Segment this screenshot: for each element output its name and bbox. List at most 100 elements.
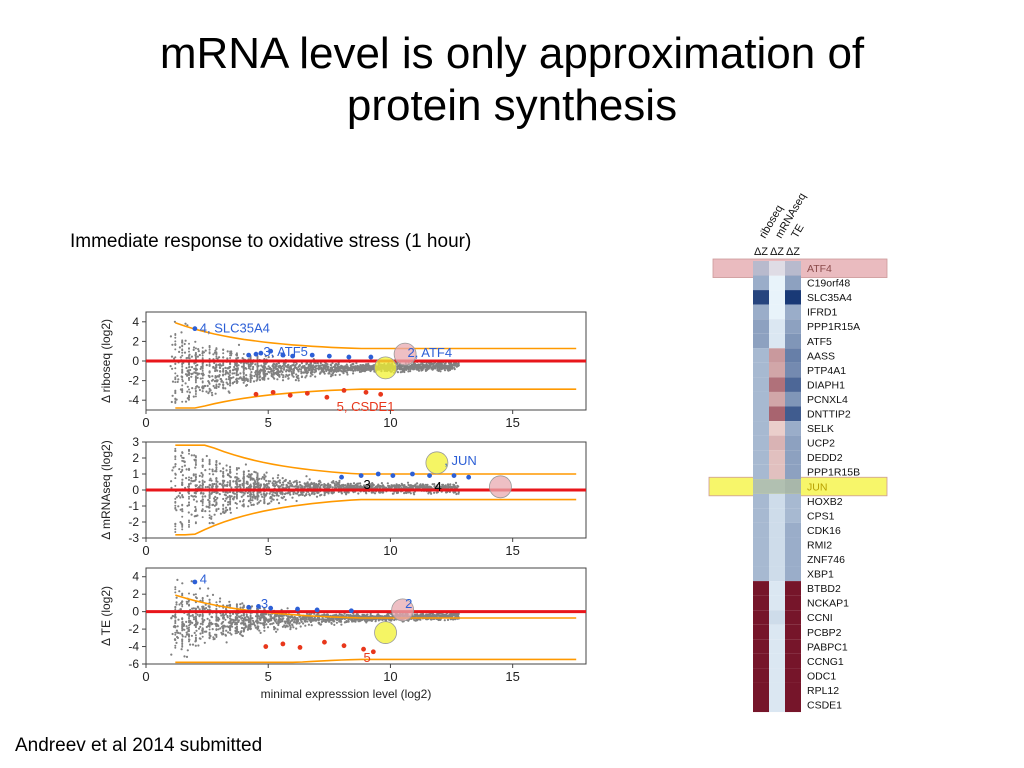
bulk-point [198,388,201,392]
bulk-point [242,476,245,479]
bulk-point [424,369,427,372]
bulk-point [294,379,297,382]
bulk-point [443,614,446,617]
bulk-point [263,378,266,381]
downregulated-point [341,388,347,393]
bulk-point [208,494,211,497]
bulk-point [231,497,235,500]
bulk-point [224,506,228,509]
bulk-point [323,483,326,486]
bulk-point [282,483,285,486]
bulk-point [316,362,319,365]
bulk-point [246,475,249,478]
bulk-point [211,521,214,524]
bulk-point [169,365,172,368]
bulk-point [249,377,252,380]
bulk-point [188,395,190,398]
bulk-point [201,498,204,501]
bulk-point [420,614,423,617]
bulk-point [256,378,259,381]
bulk-point [263,370,266,373]
bulk-point [222,362,225,365]
bulk-point [256,474,259,477]
bulk-point [446,485,450,488]
bulk-point [198,353,201,357]
bulk-point [276,491,279,494]
bulk-point [249,473,252,476]
bulk-point [191,607,194,610]
bulk-point [194,347,197,350]
bulk-point [242,503,245,506]
bulk-point [194,387,197,390]
bulk-point [290,372,294,375]
bulk-point [293,485,296,488]
bulk-point [210,479,213,482]
bulk-point [177,631,180,634]
bulk-point [188,371,190,374]
bulk-point [273,484,276,487]
bulk-point [329,484,332,487]
bulk-point [206,617,209,620]
bulk-point [421,367,424,370]
highlight-circle [374,356,397,380]
bulk-point [194,367,197,370]
bulk-point [185,366,188,370]
bulk-point [260,477,263,480]
bulk-point [297,370,300,373]
bulk-point [224,494,228,497]
bulk-point [352,614,355,617]
bulk-point [315,367,318,370]
bulk-point [334,486,337,489]
bulk-point [302,622,305,625]
bulk-point [197,627,201,630]
bulk-point [365,492,368,495]
bulk-point [433,614,437,617]
bulk-point [269,496,272,499]
bulk-point [171,469,174,472]
bulk-point [211,486,214,489]
bulk-point [196,613,199,616]
bulk-point [176,625,179,628]
bulk-point [222,373,225,376]
bulk-point [454,481,458,484]
bulk-point [413,613,417,616]
bulk-point [327,372,330,375]
bulk-point [213,513,216,516]
bulk-point [227,501,230,504]
bulk-point [211,622,214,625]
bulk-point [277,362,280,365]
bulk-point [210,379,214,382]
bulk-point [181,469,184,472]
bulk-point [179,632,182,635]
bulk-point [360,618,363,621]
bulk-point [194,393,197,395]
point-annotation: 4, SLC35A4 [200,321,270,336]
lower-threshold-line [175,388,577,409]
bulk-point [297,379,300,382]
bulk-point [188,483,190,485]
bulk-point [326,368,329,371]
bulk-point [247,505,250,508]
bulk-point [181,523,184,526]
bulk-point [265,486,268,489]
bulk-point [201,381,204,384]
bulk-point [300,362,303,365]
bulk-point [295,366,298,369]
bulk-point [319,362,322,365]
bulk-point [347,366,350,370]
bulk-point [240,495,243,498]
bulk-point [320,483,323,486]
bulk-point [292,626,295,629]
bulk-point [430,618,433,621]
bulk-point [222,467,225,470]
bulk-point [285,484,289,487]
bulk-point [307,483,310,486]
bulk-point [192,348,195,351]
bulk-point [287,481,290,484]
bulk-point [333,482,336,485]
bulk-point [249,363,252,366]
bulk-point [215,485,218,488]
bulk-point [239,500,242,503]
bulk-point [266,372,269,376]
bulk-point [174,531,177,533]
